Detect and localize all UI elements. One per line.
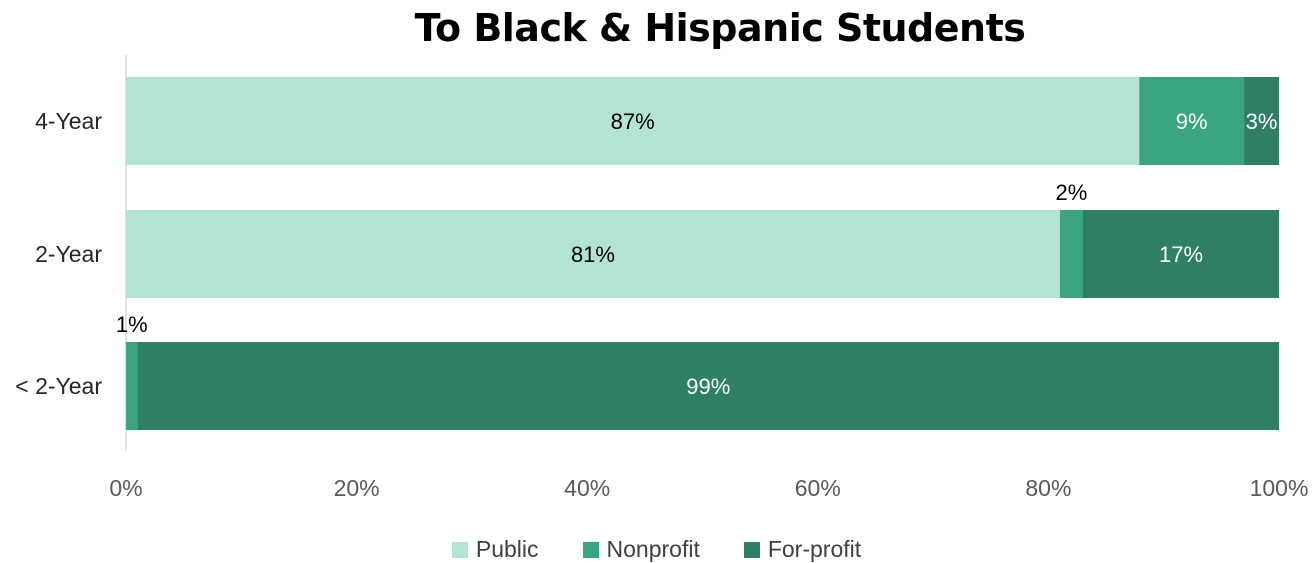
bar-public xyxy=(126,210,1060,298)
legend-swatch xyxy=(451,541,468,558)
chart-title: To Black & Hispanic Students xyxy=(414,6,1026,50)
data-label: 2% xyxy=(1056,180,1088,205)
legend-swatch xyxy=(743,541,760,558)
data-label: 87% xyxy=(611,109,655,134)
legend-item: Public xyxy=(451,536,539,563)
x-tick-label: 100% xyxy=(1250,475,1309,501)
legend-item: Nonprofit xyxy=(582,536,700,563)
data-label: 3% xyxy=(1246,109,1278,134)
data-label: 81% xyxy=(571,242,615,267)
bar-nonprofit xyxy=(1139,77,1245,165)
x-tick-label: 60% xyxy=(795,475,841,501)
x-tick-label: 20% xyxy=(334,475,380,501)
data-label: 9% xyxy=(1176,109,1208,134)
x-tick-label: 0% xyxy=(109,475,142,501)
bar-for-profit xyxy=(1082,210,1279,298)
legend-label: Public xyxy=(475,536,539,562)
data-label: 1% xyxy=(116,312,148,337)
bar-public xyxy=(126,77,1140,165)
y-tick-label: 4-Year xyxy=(35,108,102,134)
legend-swatch xyxy=(582,541,599,558)
bar-for-profit xyxy=(1244,77,1279,165)
data-label: 99% xyxy=(686,374,730,399)
legend-item: For-profit xyxy=(743,536,862,563)
data-label: 17% xyxy=(1159,242,1203,267)
chart-legend: Public Nonprofit For-profit xyxy=(0,536,1313,563)
bar-for-profit xyxy=(137,342,1279,430)
x-tick-label: 40% xyxy=(564,475,610,501)
bar-nonprofit xyxy=(126,342,138,430)
y-tick-label: 2-Year xyxy=(35,241,102,267)
legend-label: For-profit xyxy=(767,536,862,562)
x-tick-label: 80% xyxy=(1025,475,1071,501)
y-tick-label: < 2-Year xyxy=(15,373,102,399)
legend-label: Nonprofit xyxy=(606,536,700,562)
bar-nonprofit xyxy=(1059,210,1083,298)
